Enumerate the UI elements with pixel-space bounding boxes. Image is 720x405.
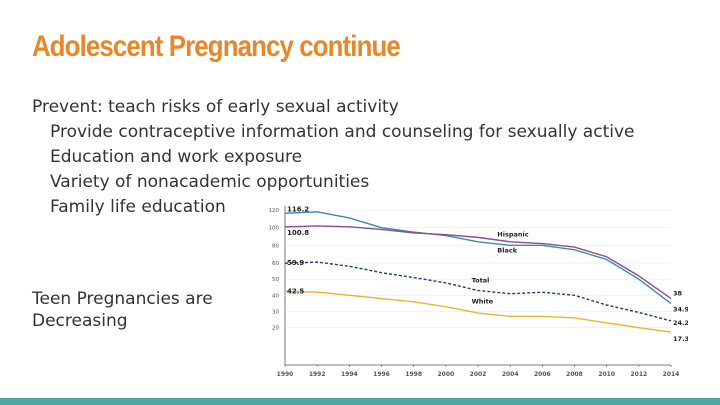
x-tick-label-2002: 2002 xyxy=(470,371,487,378)
x-tick-label-2006: 2006 xyxy=(534,371,551,378)
y-tick-label-100: 100 xyxy=(269,226,280,232)
teen-pregnancy-note: Teen Pregnancies are Decreasing xyxy=(32,289,213,331)
series-name-total: Total xyxy=(472,276,490,284)
end-label-black: 34.9 xyxy=(673,306,688,314)
end-label-hispanic: 38 xyxy=(673,290,683,298)
series-name-black: Black xyxy=(497,246,517,254)
series-name-white: White xyxy=(472,297,494,305)
y-tick-label-80: 80 xyxy=(272,243,279,249)
end-label-total: 24.2 xyxy=(673,319,688,327)
bullet-list: Prevent: teach risks of early sexual act… xyxy=(32,96,634,221)
x-tick-label-1994: 1994 xyxy=(341,371,358,378)
x-tick-label-2010: 2010 xyxy=(598,371,615,378)
bullet-education-work: Education and work exposure xyxy=(50,147,303,167)
y-tick-label-60: 60 xyxy=(272,261,279,267)
y-tick-label-50: 50 xyxy=(272,277,279,283)
series-line-hispanic xyxy=(284,225,672,300)
x-tick-label-1998: 1998 xyxy=(405,371,422,378)
y-tick-label-120: 120 xyxy=(269,208,280,214)
start-label-total: 59.9 xyxy=(287,259,304,267)
y-tick-label-30: 30 xyxy=(272,310,279,316)
x-tick-label-1996: 1996 xyxy=(373,371,390,378)
series-line-white xyxy=(284,290,672,333)
x-tick-label-2014: 2014 xyxy=(663,371,680,378)
series-line-black xyxy=(284,211,672,305)
bullet-prevent: Prevent: teach risks of early sexual act… xyxy=(32,97,399,117)
bullet-family-life: Family life education xyxy=(50,197,226,217)
x-tick-label-1992: 1992 xyxy=(309,371,326,378)
x-tick-label-1990: 1990 xyxy=(277,371,294,378)
y-tick-label-40: 40 xyxy=(272,293,279,299)
y-tick-label-20: 20 xyxy=(272,326,279,332)
series-name-hispanic: Hispanic xyxy=(497,231,528,239)
bullet-contraceptive-info: Provide contraceptive information and co… xyxy=(50,122,635,142)
x-tick-label-2004: 2004 xyxy=(502,371,519,378)
bullet-nonacademic: Variety of nonacademic opportunities xyxy=(50,172,370,192)
slide-title: Adolescent Pregnancy continue xyxy=(32,30,401,63)
teen-pregnancy-line-chart: 20 30 40 50 60 80 100 120 1990 1992 1994 1996 1998 20… xyxy=(269,205,689,378)
x-tick-label-2008: 2008 xyxy=(566,371,583,378)
end-label-white: 17.3 xyxy=(673,335,688,343)
x-tick-label-2012: 2012 xyxy=(630,371,647,378)
series-line-total xyxy=(284,261,672,322)
slide-bottom-bar xyxy=(0,398,720,405)
start-label-black: 116.2 xyxy=(287,205,309,213)
start-label-hispanic: 100.8 xyxy=(287,229,309,237)
start-label-white: 42.5 xyxy=(287,287,304,295)
x-tick-label-2000: 2000 xyxy=(437,371,454,378)
